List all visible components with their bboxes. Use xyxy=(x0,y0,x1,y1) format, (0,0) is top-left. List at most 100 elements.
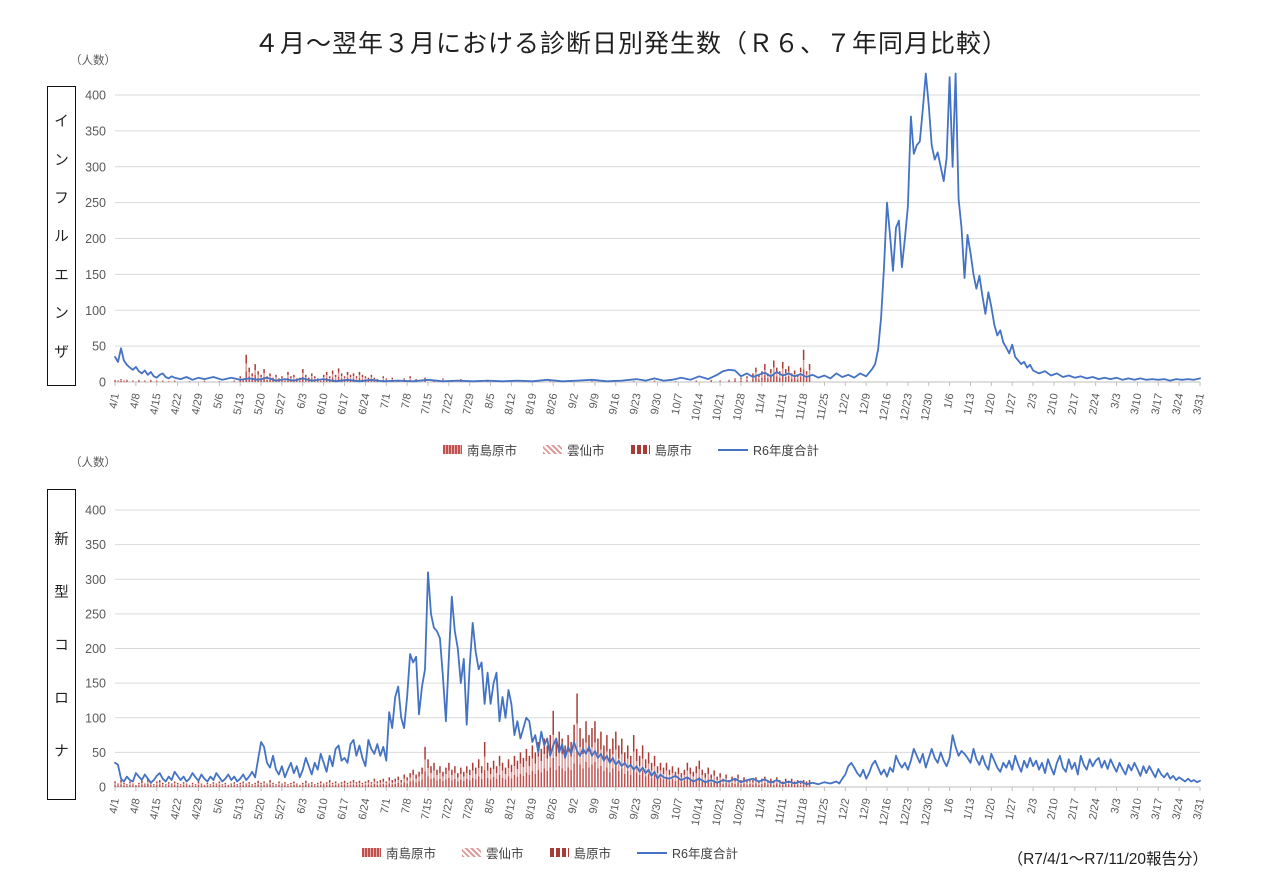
x-tick-label: 1/13 xyxy=(962,797,978,820)
x-tick-label: 4/29 xyxy=(190,392,206,415)
x-tick-label: 1/6 xyxy=(942,392,956,409)
r7-daily-bars xyxy=(114,349,811,382)
bar-series-marker xyxy=(361,848,381,857)
y-tick-label: 100 xyxy=(85,711,106,725)
x-tick-label: 4/15 xyxy=(148,392,164,415)
x-tick-label: 6/10 xyxy=(315,797,331,820)
covid-label-box: 新型コロナ xyxy=(47,489,76,800)
legend-influenza: 南島原市 雲仙市 島原市 R6年度合計 xyxy=(0,440,1262,459)
x-tick-label: 7/29 xyxy=(461,797,477,820)
x-tick-label: 11/11 xyxy=(773,392,789,420)
x-tick-label: 9/30 xyxy=(649,392,665,415)
legend-label: 島原市 xyxy=(573,847,612,861)
influenza-label: インフルエンザ xyxy=(54,114,69,361)
x-tick-label: 2/17 xyxy=(1066,392,1082,415)
r7-daily-bars xyxy=(114,693,811,787)
legend-label: 南島原市 xyxy=(385,847,436,861)
x-axis-labels: 4/1 4/8 4/15 4/22 4/29 5/6 5/13 5/20 5/27 6/3 6/10… xyxy=(107,797,1206,826)
x-tick-label: 9/9 xyxy=(587,392,601,409)
x-tick-label: 1/6 xyxy=(942,797,956,814)
y-tick-label: 100 xyxy=(85,304,106,318)
x-tick-label: 8/12 xyxy=(503,392,519,415)
bar-series-marker xyxy=(462,848,481,857)
y-tick-label: 400 xyxy=(85,89,106,103)
x-tick-label: 12/2 xyxy=(837,392,853,415)
x-tick-label: 10/14 xyxy=(690,797,707,826)
x-tick-label: 11/25 xyxy=(815,797,831,825)
legend-item-2: 島原市 xyxy=(630,440,692,459)
x-tick-label: 9/23 xyxy=(628,797,644,820)
y-tick-label: 400 xyxy=(85,504,106,518)
x-tick-label: 5/27 xyxy=(273,392,289,415)
x-tick-label: 2/3 xyxy=(1026,392,1040,409)
x-tick-label: 10/21 xyxy=(710,392,727,421)
x-tick-label: 9/2 xyxy=(567,392,581,409)
line-series-marker xyxy=(718,448,749,451)
y-tick-label: 350 xyxy=(85,124,106,138)
x-tick-label: 5/6 xyxy=(212,392,226,409)
report-period-note: （R7/4/1～R7/11/20報告分） xyxy=(1007,851,1208,868)
x-tick-label: 8/12 xyxy=(503,797,519,820)
x-tick-label: 8/5 xyxy=(483,797,497,814)
x-tick-label: 11/4 xyxy=(753,797,768,819)
x-tick-label: 8/19 xyxy=(524,392,540,415)
legend-item-1: 雲仙市 xyxy=(462,843,524,862)
legend-item-3: R6年度合計 xyxy=(718,440,819,459)
x-tick-label: 8/26 xyxy=(545,392,561,415)
x-tick-label: 3/10 xyxy=(1129,392,1145,415)
x-axis-ticks xyxy=(114,787,1201,791)
y-tick-label: 150 xyxy=(85,677,106,691)
y-tick-label: 50 xyxy=(92,746,106,760)
x-tick-label: 4/22 xyxy=(169,797,185,820)
r6-total-line xyxy=(114,571,1201,786)
legend-item-0: 南島原市 xyxy=(361,843,436,862)
bar-series-marker xyxy=(442,445,462,454)
x-tick-label: 8/19 xyxy=(524,797,540,820)
x-tick-label: 7/22 xyxy=(440,797,456,820)
y-tick-label: 0 xyxy=(99,781,106,795)
x-tick-label: 2/10 xyxy=(1045,797,1061,820)
y-tick-label: 150 xyxy=(85,268,106,282)
unit-label-influenza: （人数） xyxy=(70,55,116,67)
x-tick-label: 4/22 xyxy=(169,392,185,415)
x-tick-label: 3/17 xyxy=(1150,797,1166,820)
x-tick-label: 1/27 xyxy=(1004,797,1020,820)
x-tick-label: 10/14 xyxy=(690,392,707,421)
x-tick-label: 3/3 xyxy=(1109,797,1123,814)
x-tick-label: 11/25 xyxy=(815,392,831,420)
x-tick-label: 3/24 xyxy=(1171,797,1187,820)
x-tick-label: 10/21 xyxy=(710,797,727,826)
x-tick-label: 2/10 xyxy=(1045,392,1061,415)
x-tick-label: 3/3 xyxy=(1109,392,1123,409)
x-tick-label: 9/16 xyxy=(607,797,623,820)
x-tick-label: 7/1 xyxy=(379,392,393,409)
r6-total-line xyxy=(114,72,1201,383)
x-tick-label: 11/4 xyxy=(753,392,768,414)
x-tick-label: 2/24 xyxy=(1087,392,1103,415)
x-tick-label: 5/13 xyxy=(232,392,248,415)
x-tick-label: 11/18 xyxy=(794,392,810,420)
x-tick-label: 7/8 xyxy=(400,392,414,409)
x-tick-label: 5/13 xyxy=(232,797,248,820)
x-tick-label: 10/7 xyxy=(670,392,686,415)
x-tick-label: 9/9 xyxy=(587,797,601,814)
x-tick-label: 2/24 xyxy=(1087,797,1103,820)
x-tick-label: 12/30 xyxy=(919,797,936,826)
gridlines xyxy=(115,94,1200,383)
x-tick-label: 12/9 xyxy=(858,392,874,415)
x-tick-label: 4/29 xyxy=(190,797,206,820)
x-tick-label: 6/10 xyxy=(315,392,331,415)
bar-series-marker xyxy=(543,445,562,454)
unit-label-covid: （人数） xyxy=(70,457,116,469)
x-axis-ticks xyxy=(114,382,1201,386)
x-tick-label: 6/24 xyxy=(357,392,373,415)
y-axis-labels: 0 50 100 150 200 250 300 350 400 xyxy=(85,504,106,795)
legend-label: 雲仙市 xyxy=(486,847,524,861)
gridlines xyxy=(115,509,1200,788)
legend-label: 南島原市 xyxy=(466,444,517,458)
x-tick-label: 1/13 xyxy=(962,392,978,415)
x-tick-label: 3/17 xyxy=(1150,392,1166,415)
